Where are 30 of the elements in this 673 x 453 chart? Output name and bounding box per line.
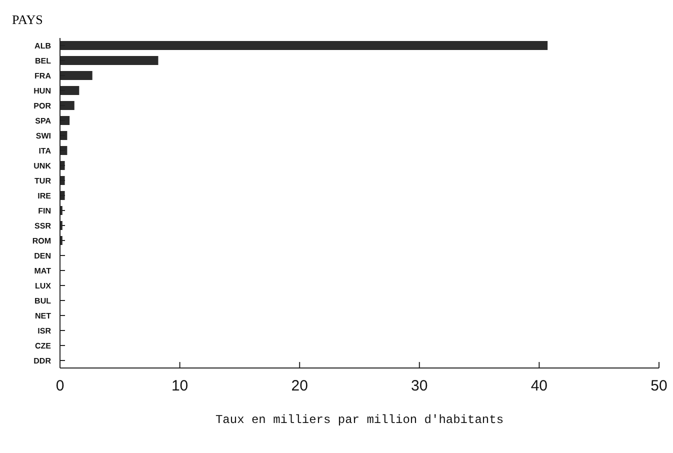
y-tick-label: FIN [38,206,52,216]
x-tick-label: 10 [171,378,188,395]
y-tick-label: MAT [34,266,52,276]
y-axis-title: PAYS [12,12,43,28]
y-tick-label: UNK [34,161,52,170]
x-axis-title: Taux en milliers par million d'habitants [215,413,504,427]
y-tick-label: ALB [34,41,52,50]
y-tick-label: FRA [34,71,52,80]
y-tick-label: NET [35,311,52,320]
x-tick-label: 40 [530,378,548,395]
y-tick-label: LUX [35,281,52,290]
y-tick-label: DDR [34,356,52,366]
y-tick-label: BEL [35,56,52,66]
y-tick-label: IRE [38,191,52,200]
y-tick-label: SWI [36,131,51,140]
y-tick-label: HUN [34,86,52,96]
y-tick-label: ISR [38,326,52,336]
y-tick-label: SSR [34,221,52,230]
x-tick-label: 0 [56,378,64,395]
x-tick-label: 30 [411,378,428,395]
x-tick-label: 50 [650,378,668,395]
y-tick-label: TUR [34,176,52,186]
y-tick-label: POR [34,101,52,110]
y-tick-label: BUL [34,296,52,306]
x-tick-label: 20 [291,378,308,395]
y-tick-label: ITA [38,146,52,156]
y-tick-label: SPA [35,116,52,126]
y-tick-label: DEN [34,251,52,260]
y-tick-label: ROM [32,236,52,246]
y-tick-label: CZE [35,341,52,350]
